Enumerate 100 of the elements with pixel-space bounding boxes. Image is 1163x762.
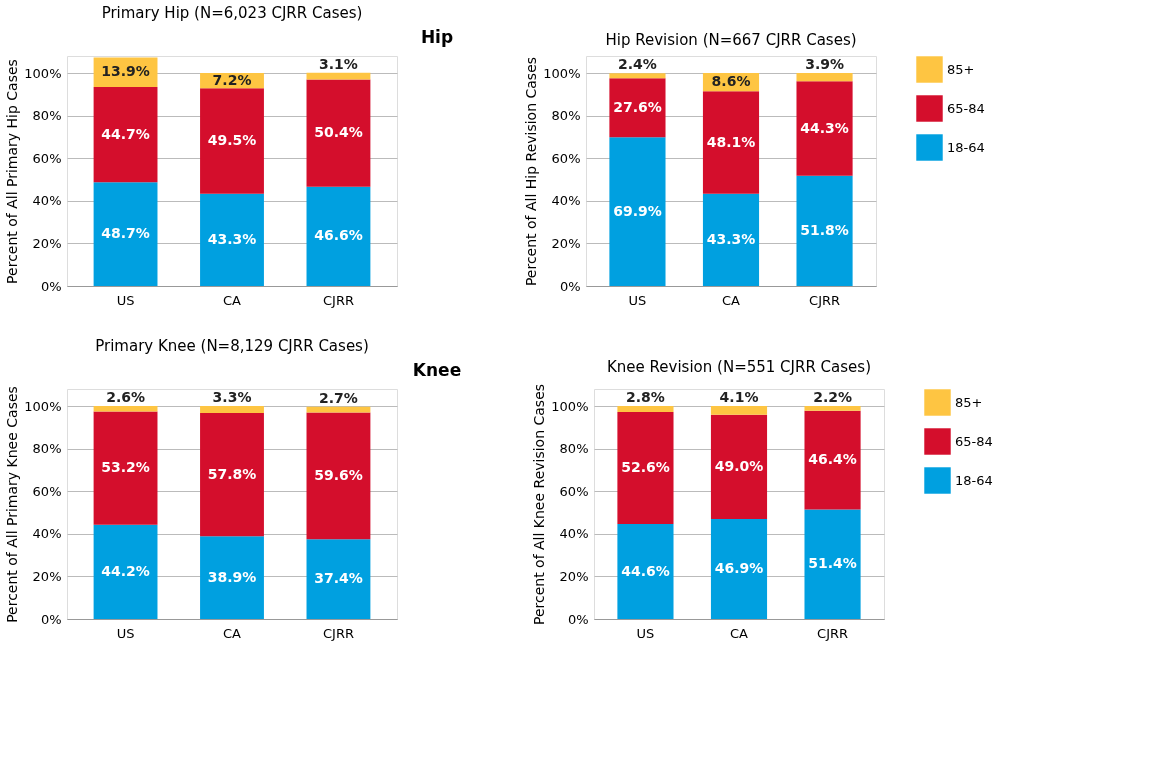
y-tick-label: 40% (551, 193, 581, 209)
y-tick-label: 20% (32, 235, 62, 251)
y-tick-label: 80% (551, 108, 581, 124)
x-tick-label: US (628, 292, 647, 308)
data-label: 48.1% (706, 133, 756, 150)
legend-label: 85+ (955, 394, 983, 410)
data-label: 48.7% (101, 225, 150, 242)
data-label: 37.4% (314, 570, 363, 587)
chart-title: Primary Hip (N=6,023 CJRR Cases) (101, 4, 363, 22)
x-tick-label: CJRR (817, 625, 849, 641)
data-label: 2.8% (626, 389, 665, 406)
data-label: 46.6% (314, 227, 363, 244)
bar (93, 411, 158, 525)
y-tick-label: 0% (40, 278, 62, 294)
data-label: 44.7% (101, 125, 150, 142)
y-tick-label: 80% (559, 441, 589, 457)
legend-label: 65-84 (955, 433, 993, 449)
x-tick-label: CA (223, 292, 242, 308)
text: Hip (420, 27, 454, 47)
y-axis-title: Percent of All Knee Revision Cases (531, 383, 548, 626)
bar (710, 414, 768, 520)
y-tick-label: 60% (551, 150, 581, 166)
data-label: 43.3% (706, 230, 756, 247)
data-label: 3.1% (319, 55, 358, 72)
bar (306, 539, 371, 619)
data-label: 8.6% (711, 73, 751, 90)
data-label: 43.3% (207, 230, 257, 247)
data-label: 57.8% (207, 465, 257, 482)
data-label: 51.4% (808, 555, 857, 572)
y-tick-label: 60% (32, 150, 62, 166)
bar (93, 524, 158, 619)
y-tick-label: 60% (32, 483, 62, 499)
data-label: 2.7% (319, 389, 358, 406)
data-label: 69.9% (613, 202, 662, 219)
data-label: 44.2% (101, 562, 150, 579)
data-label: 3.3% (212, 389, 252, 406)
x-tick-label: US (116, 625, 135, 641)
chart-title: Hip Revision (N=667 CJRR Cases) (605, 31, 857, 49)
legend-label: 65-84 (947, 100, 985, 116)
bar (710, 406, 768, 415)
y-tick-label: 80% (32, 441, 62, 457)
bar (200, 406, 264, 414)
data-label: 13.9% (101, 63, 150, 80)
bar (796, 81, 853, 176)
bar (617, 524, 674, 619)
y-tick-label: 20% (559, 568, 589, 584)
y-axis-title: Percent of All Primary Hip Cases (4, 59, 21, 284)
bar (710, 519, 768, 619)
y-tick-label: 100% (551, 398, 589, 414)
data-label: 49.5% (207, 132, 257, 149)
x-tick-label: US (636, 625, 655, 641)
x-tick-label: CA (730, 625, 749, 641)
x-tick-label: CJRR (322, 292, 354, 308)
legend-label: 85+ (947, 61, 975, 77)
data-label: 44.6% (621, 562, 670, 579)
y-axis-title: Percent of All Primary Knee Cases (4, 386, 21, 623)
data-label: 44.3% (800, 119, 849, 136)
bar (702, 91, 760, 194)
data-label: 52.6% (621, 459, 670, 476)
y-tick-label: 40% (559, 526, 589, 542)
legend-label: 18-64 (955, 472, 993, 488)
bar (617, 412, 674, 525)
bar (609, 73, 666, 79)
data-label: 27.6% (613, 98, 662, 115)
chart-title: Primary Knee (N=8,129 CJRR Cases) (95, 337, 369, 355)
data-label: 51.8% (800, 221, 849, 238)
bar (617, 406, 674, 412)
y-tick-label: 20% (32, 568, 62, 584)
bar (93, 406, 158, 412)
bar (93, 182, 158, 286)
chart-title: Knee Revision (N=551 CJRR Cases) (607, 358, 871, 377)
data-label: 2.2% (813, 389, 852, 406)
y-tick-label: 0% (559, 278, 581, 294)
bar (200, 193, 264, 286)
text: Knee (412, 360, 462, 380)
data-label: 46.4% (808, 451, 857, 468)
y-axis-title: Percent of All Hip Revision Cases (523, 56, 540, 287)
data-label: 7.2% (212, 71, 252, 88)
data-label: 50.4% (314, 124, 363, 141)
data-label: 49.0% (714, 457, 764, 474)
legend-label: 18-64 (947, 139, 985, 155)
bar (200, 413, 264, 537)
bar (306, 79, 371, 187)
y-tick-label: 80% (32, 108, 62, 124)
y-tick-label: 20% (551, 235, 581, 251)
bar (804, 406, 861, 411)
x-tick-label: CJRR (322, 625, 354, 641)
y-tick-label: 100% (24, 65, 62, 81)
x-tick-label: US (116, 292, 135, 308)
y-tick-label: 0% (567, 611, 589, 627)
data-label: 2.4% (618, 56, 657, 73)
bar (306, 72, 371, 80)
bar (200, 88, 264, 194)
data-label: 38.9% (207, 568, 257, 585)
bar (609, 137, 666, 286)
bar (796, 175, 853, 286)
bar (804, 509, 861, 619)
data-label: 3.9% (805, 56, 844, 73)
bar (804, 410, 861, 510)
bar (93, 87, 158, 183)
